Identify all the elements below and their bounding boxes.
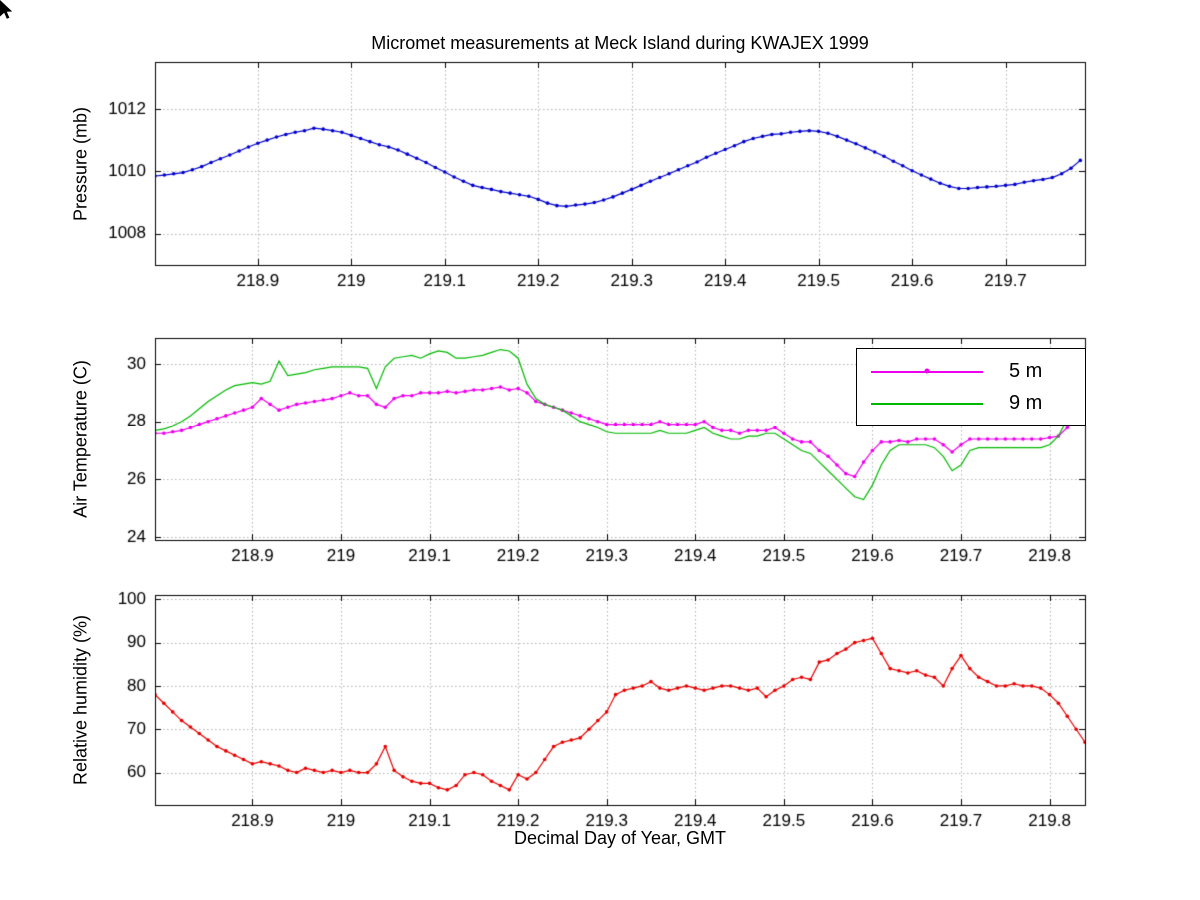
- air-temperature-axis-label: Air Temperature (C): [70, 360, 91, 518]
- pressure-axis-label: Pressure (mb): [70, 106, 91, 222]
- legend-entry-5m: 5 m: [857, 361, 1085, 381]
- legend: 5 m 9 m: [856, 348, 1086, 426]
- legend-label-9m: 9 m: [1009, 392, 1043, 414]
- legend-line-sample-9m: [871, 401, 983, 406]
- legend-line-sample-5m: [871, 368, 983, 374]
- legend-label-5m: 5 m: [1009, 360, 1043, 382]
- mouse-cursor-icon: [0, 0, 13, 19]
- legend-entry-9m: 9 m: [857, 393, 1085, 413]
- legend-marker-dot-icon: [924, 368, 930, 374]
- x-axis-label: Decimal Day of Year, GMT: [513, 828, 727, 848]
- figure-title: Micromet measurements at Meck Island dur…: [371, 33, 869, 53]
- legend-line-9m: [871, 402, 983, 405]
- relative-humidity-axis-label: Relative humidity (%): [70, 614, 91, 786]
